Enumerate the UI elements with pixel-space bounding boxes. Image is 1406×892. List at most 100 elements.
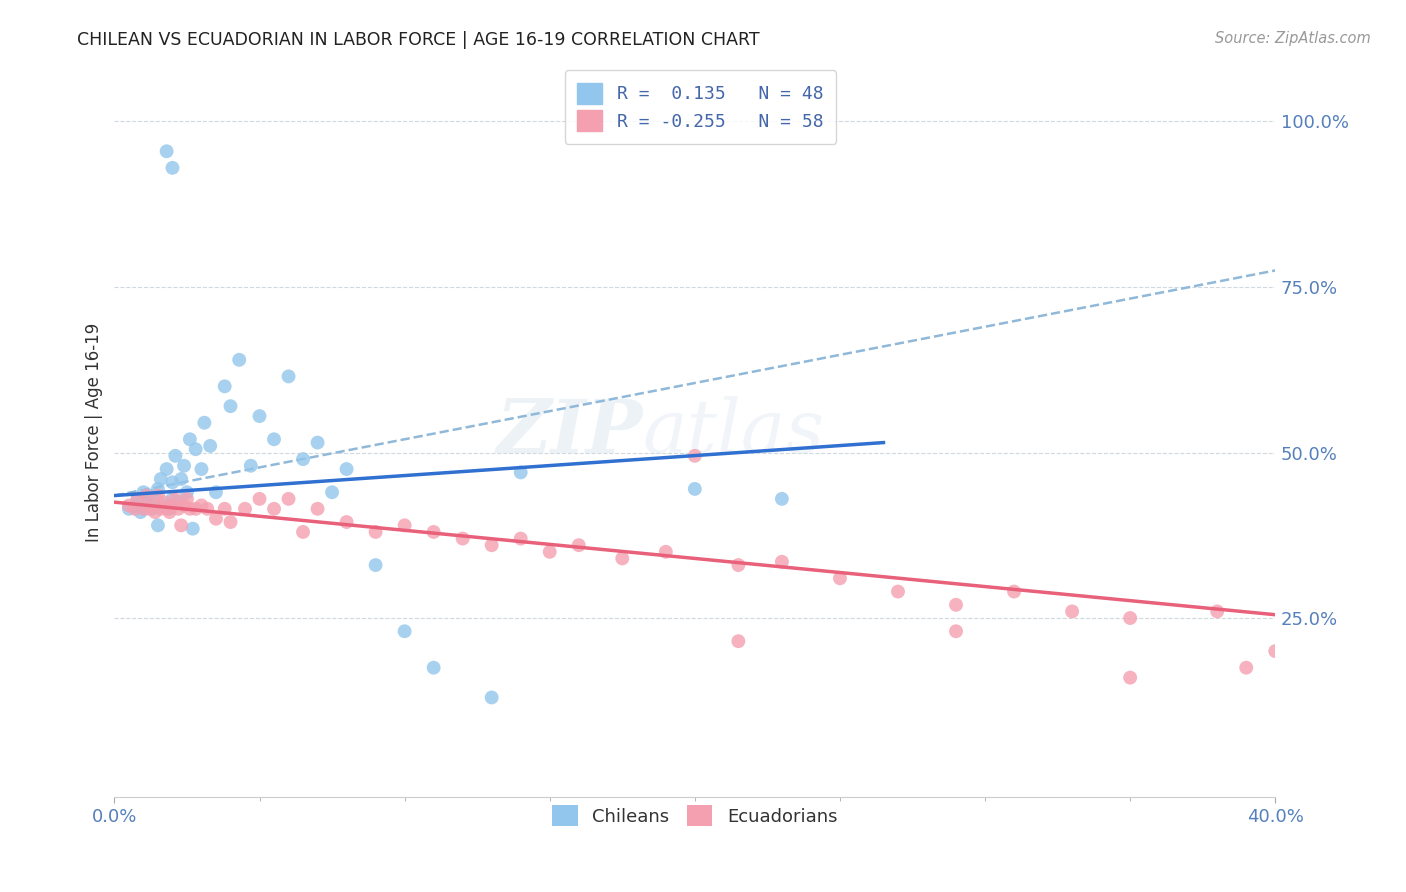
Point xyxy=(165,491,187,506)
Point xyxy=(364,524,387,539)
Point xyxy=(538,545,561,559)
Point xyxy=(364,558,387,572)
Point xyxy=(277,491,299,506)
Point xyxy=(292,452,315,467)
Point xyxy=(1002,584,1025,599)
Point xyxy=(159,505,181,519)
Point xyxy=(143,505,166,519)
Point xyxy=(205,485,228,500)
Point xyxy=(1264,644,1286,658)
Point xyxy=(152,499,174,513)
Point xyxy=(770,555,793,569)
Point xyxy=(170,472,193,486)
Point xyxy=(176,485,198,500)
Point xyxy=(132,501,155,516)
Point xyxy=(945,598,967,612)
Point xyxy=(336,462,359,476)
Point xyxy=(143,491,166,506)
Point xyxy=(173,458,195,473)
Point xyxy=(612,551,634,566)
Point xyxy=(141,499,163,513)
Point xyxy=(307,435,329,450)
Point xyxy=(1119,671,1142,685)
Point xyxy=(219,399,242,413)
Point xyxy=(292,524,315,539)
Point xyxy=(173,499,195,513)
Point xyxy=(184,501,207,516)
Point xyxy=(219,515,242,529)
Point xyxy=(655,545,678,559)
Point xyxy=(321,485,343,500)
Point xyxy=(887,584,910,599)
Point xyxy=(190,462,212,476)
Point xyxy=(568,538,591,552)
Point xyxy=(198,439,221,453)
Point xyxy=(205,512,228,526)
Text: Source: ZipAtlas.com: Source: ZipAtlas.com xyxy=(1215,31,1371,46)
Point xyxy=(683,449,706,463)
Text: CHILEAN VS ECUADORIAN IN LABOR FORCE | AGE 16-19 CORRELATION CHART: CHILEAN VS ECUADORIAN IN LABOR FORCE | A… xyxy=(77,31,761,49)
Point xyxy=(156,501,179,516)
Point xyxy=(132,501,155,516)
Point xyxy=(233,501,256,516)
Point xyxy=(249,409,271,423)
Point xyxy=(683,482,706,496)
Point xyxy=(162,161,184,175)
Point xyxy=(179,432,201,446)
Point xyxy=(307,501,329,516)
Point xyxy=(509,466,531,480)
Point xyxy=(249,491,271,506)
Point xyxy=(193,416,215,430)
Point xyxy=(184,442,207,457)
Point xyxy=(132,485,155,500)
Point xyxy=(481,690,503,705)
Point xyxy=(195,501,218,516)
Point xyxy=(394,518,416,533)
Point xyxy=(129,505,152,519)
Point xyxy=(1119,611,1142,625)
Point xyxy=(156,462,179,476)
Point xyxy=(394,624,416,639)
Point xyxy=(135,495,157,509)
Point xyxy=(770,491,793,506)
Point xyxy=(481,538,503,552)
Point xyxy=(214,379,236,393)
Point xyxy=(162,475,184,490)
Point xyxy=(152,495,174,509)
Point xyxy=(263,432,285,446)
Point xyxy=(162,499,184,513)
Point xyxy=(190,499,212,513)
Point xyxy=(167,501,190,516)
Point xyxy=(135,489,157,503)
Point xyxy=(141,501,163,516)
Point xyxy=(162,491,184,506)
Point xyxy=(149,472,172,486)
Point xyxy=(1062,604,1084,618)
Point xyxy=(127,491,149,506)
Point xyxy=(239,458,262,473)
Point xyxy=(146,518,169,533)
Point xyxy=(138,501,160,516)
Point xyxy=(1206,604,1229,618)
Point xyxy=(118,501,141,516)
Point xyxy=(181,522,204,536)
Point xyxy=(170,518,193,533)
Point xyxy=(509,532,531,546)
Point xyxy=(118,499,141,513)
Point xyxy=(124,501,146,516)
Point xyxy=(156,145,179,159)
Point xyxy=(451,532,474,546)
Legend: Chileans, Ecuadorians: Chileans, Ecuadorians xyxy=(543,797,846,835)
Point xyxy=(277,369,299,384)
Point xyxy=(124,499,146,513)
Point xyxy=(945,624,967,639)
Point xyxy=(179,501,201,516)
Point xyxy=(336,515,359,529)
Point xyxy=(149,501,172,516)
Point xyxy=(159,501,181,516)
Point xyxy=(167,495,190,509)
Point xyxy=(214,501,236,516)
Point xyxy=(127,491,149,506)
Point xyxy=(422,524,444,539)
Point xyxy=(727,634,749,648)
